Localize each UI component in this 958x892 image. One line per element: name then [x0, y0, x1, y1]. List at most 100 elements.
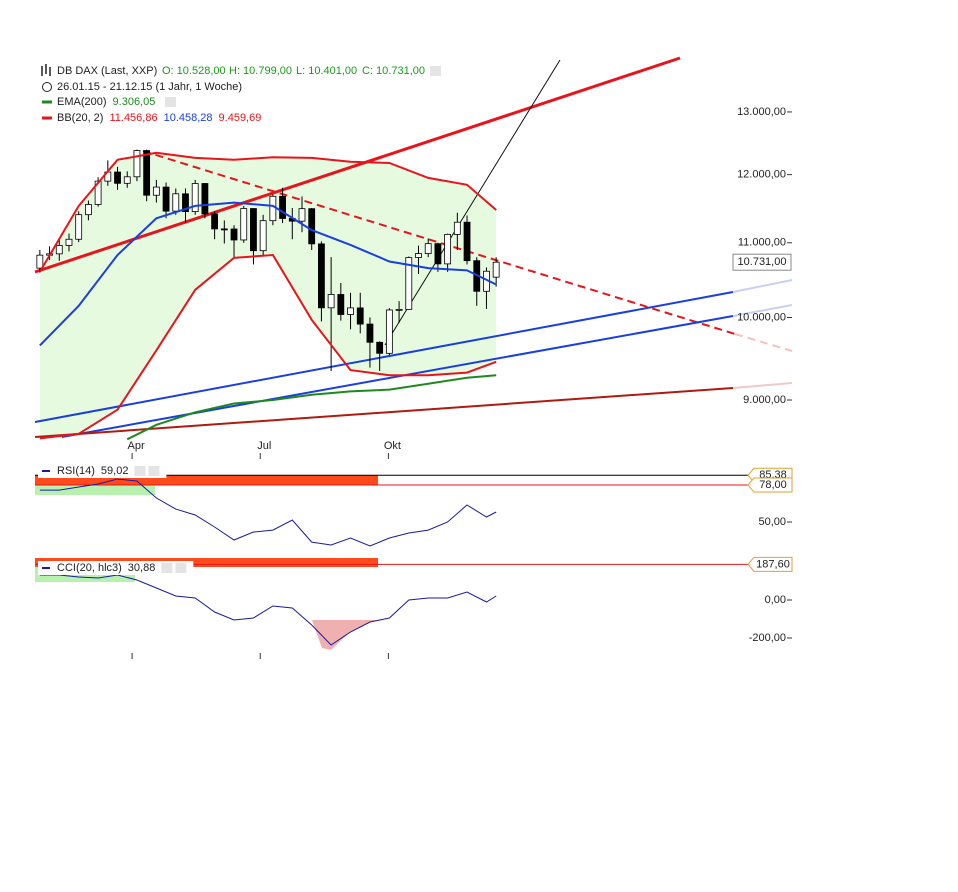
candle-body	[191, 183, 199, 213]
candle-body	[395, 308, 403, 311]
candle-body	[75, 214, 83, 240]
legend-name: EMA(200)	[57, 96, 107, 108]
candle-body	[318, 243, 325, 309]
y-tick-label: 9.000,00	[743, 394, 786, 406]
legend-value: 30,88	[128, 562, 156, 574]
legend-name: CCI(20, hlc3)	[57, 562, 122, 574]
y-tick-label: 13.000,00	[737, 106, 786, 118]
trend-line	[732, 279, 793, 293]
y-tick-label: 50,00	[758, 516, 786, 528]
settings-icon[interactable]	[161, 563, 173, 573]
indicator-line	[39, 201, 497, 347]
y-tick-label: 12.000,00	[737, 169, 786, 181]
candle-body	[162, 186, 170, 212]
settings-icon[interactable]	[430, 66, 441, 76]
quote-high: H: 10.799,00	[229, 65, 292, 77]
candle-body	[269, 195, 277, 222]
candle-body	[327, 294, 335, 309]
legend-name: BB(20, 2)	[57, 112, 103, 124]
period: 26.01.15 - 21.12.15 (1 Jahr, 1 Woche)	[57, 81, 242, 93]
candle-body	[463, 221, 471, 262]
y-tick-label: 10.000,00	[737, 311, 786, 323]
legend-bg	[38, 561, 194, 575]
cci-oversold-fill	[312, 620, 385, 650]
level-tag	[747, 477, 793, 493]
candle-body	[405, 257, 413, 310]
candle-body	[492, 261, 500, 278]
candle-body	[356, 307, 364, 325]
candle-body	[444, 233, 452, 265]
signal-zone	[35, 485, 155, 495]
candle-body	[94, 180, 102, 205]
close-icon[interactable]	[175, 563, 187, 573]
candle-body	[114, 171, 121, 184]
signal-bar	[35, 475, 378, 485]
candle-body	[279, 195, 286, 219]
candle-body	[240, 208, 248, 241]
quote-low: L: 10.401,00	[296, 65, 357, 77]
last-price-label: 10.731,00	[738, 256, 787, 268]
candle-body	[366, 323, 374, 343]
trend-line	[734, 333, 793, 352]
candle-body	[211, 213, 219, 230]
candle-body	[55, 245, 63, 255]
legend-value: 9.459,69	[219, 112, 262, 124]
x-tick-label: Jul	[257, 440, 271, 452]
settings-icon[interactable]	[165, 97, 176, 107]
legend-value: 9.306,05	[113, 96, 156, 108]
candle-body	[152, 186, 160, 196]
quote-close: C: 10.731,00	[362, 65, 425, 77]
header-bg	[38, 62, 438, 126]
candle-body	[424, 243, 432, 254]
last-price-box	[732, 253, 792, 271]
candle-body	[201, 183, 209, 215]
header: DB DAX (Last, XXP) O: 10.528,00 H: 10.79…	[38, 62, 441, 126]
x-tick-label: Okt	[384, 440, 401, 452]
candle-body	[220, 228, 228, 231]
candle-body	[143, 150, 151, 196]
trend-line	[61, 315, 734, 438]
trend-line	[732, 382, 793, 389]
y-tick-label: 0,00	[765, 594, 786, 606]
trend-line	[34, 56, 681, 274]
trend-line	[732, 304, 793, 317]
signal-bar	[35, 558, 378, 567]
candle-body	[133, 150, 141, 178]
candle-body	[172, 193, 180, 212]
trend-line	[34, 291, 734, 423]
candle-body	[337, 294, 345, 315]
legend-bg	[38, 464, 167, 478]
level-label: 78,00	[759, 479, 787, 491]
candle-body	[84, 204, 92, 216]
candle-body	[65, 238, 73, 246]
close-icon[interactable]	[148, 466, 160, 476]
instrument-title: DB DAX (Last, XXP)	[57, 65, 157, 77]
candle-body	[434, 243, 442, 265]
trend-line	[34, 387, 734, 438]
candle-body	[415, 253, 422, 258]
indicator-line	[39, 478, 497, 547]
candle-body	[453, 221, 461, 235]
indicator-line	[126, 374, 497, 441]
marks-layer: 9.000,00 10.000,00 11.000,00 12.000,00 13.00…	[35, 106, 793, 659]
clock-icon	[42, 82, 52, 92]
candle-body	[123, 176, 131, 184]
chart-icon	[41, 64, 51, 76]
trend-drawings	[34, 56, 793, 438]
candle-body	[36, 254, 44, 269]
indicator-line	[39, 574, 497, 646]
settings-icon[interactable]	[134, 466, 146, 476]
candle-body	[308, 208, 316, 245]
candle-body	[182, 193, 189, 213]
legend-name: RSI(14)	[57, 465, 95, 477]
candle-body	[250, 208, 257, 252]
quote-open: O: 10.528,00	[162, 65, 226, 77]
candle-body	[347, 307, 354, 315]
indicator-line	[39, 151, 497, 273]
trend-line	[384, 59, 561, 346]
x-tick-label: Apr	[128, 440, 145, 452]
candle-body	[230, 228, 238, 241]
legend-value: 10.458,28	[164, 112, 213, 124]
level-tag	[747, 556, 793, 572]
